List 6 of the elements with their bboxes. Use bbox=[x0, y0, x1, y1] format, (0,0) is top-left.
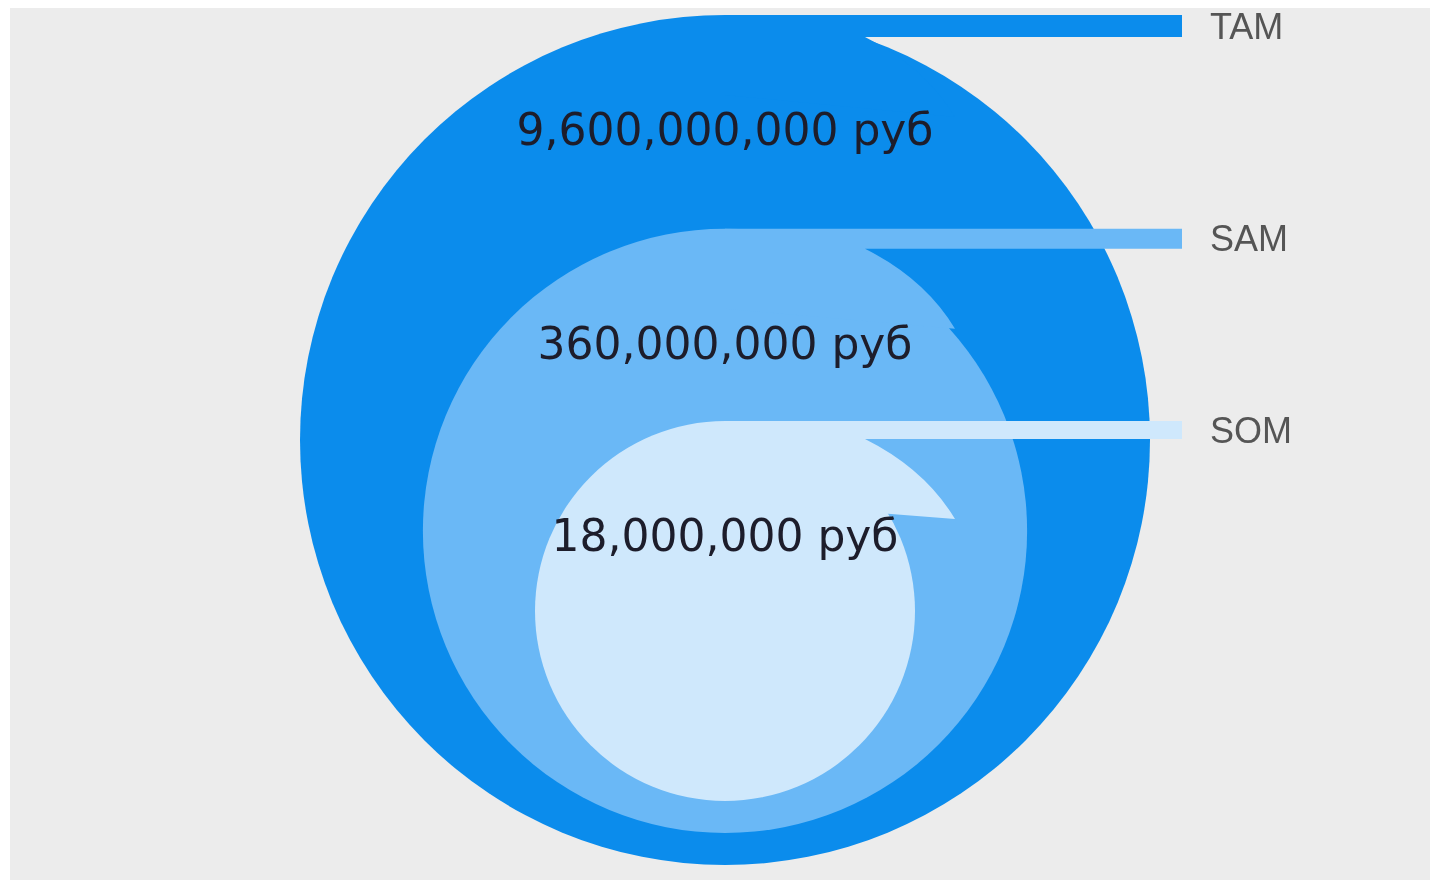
data-label: 360,000,000 руб bbox=[537, 318, 913, 370]
category-label: TAM bbox=[1210, 5, 1284, 47]
data-label: 9,600,000,000 руб bbox=[516, 104, 934, 156]
category-label: SOM bbox=[1210, 409, 1293, 451]
data-label: 18,000,000 руб bbox=[551, 510, 899, 562]
category-label: SAM bbox=[1210, 218, 1289, 260]
